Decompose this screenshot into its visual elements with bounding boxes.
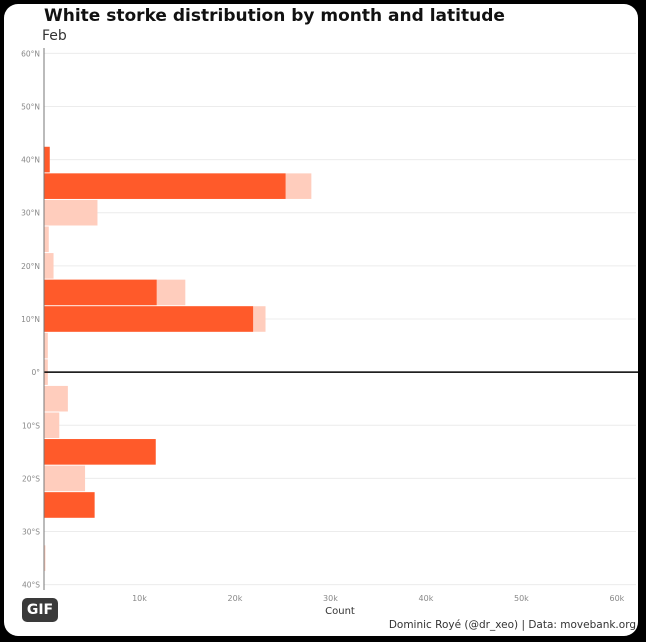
y-tick-label: 30°N — [21, 209, 40, 218]
y-tick-label: 20°S — [22, 474, 40, 483]
bar-cumulative — [44, 226, 49, 253]
y-tick-label: 0° — [31, 368, 40, 377]
y-tick-label: 50°N — [21, 102, 40, 111]
bar-current — [44, 173, 286, 199]
bar-cumulative — [44, 332, 48, 359]
y-tick-label: 10°S — [22, 421, 40, 430]
bar-current — [44, 279, 157, 306]
chart-title: White storke distribution by month and l… — [44, 6, 505, 26]
bar-current — [44, 146, 50, 173]
x-tick-label: 50k — [514, 594, 529, 603]
y-tick-label: 10°N — [21, 315, 40, 324]
x-axis-title: Count — [325, 606, 355, 617]
bar-current — [44, 439, 156, 465]
bar-cumulative — [44, 253, 54, 279]
gif-badge[interactable]: GIF — [22, 598, 58, 622]
bar-current — [44, 306, 254, 332]
bar-cumulative — [44, 199, 98, 226]
y-tick-label: 60°N — [21, 49, 40, 58]
bar-cumulative — [44, 545, 46, 571]
x-tick-label: 60k — [609, 594, 624, 603]
x-tick-label: 20k — [228, 594, 243, 603]
bar-cumulative — [44, 465, 86, 492]
month-label: Feb — [42, 28, 67, 44]
bar-cumulative — [44, 385, 68, 412]
x-tick-label: 30k — [323, 594, 338, 603]
y-tick-label: 30°S — [22, 528, 40, 537]
source-caption: Dominic Royé (@dr_xeo) | Data: movebank.… — [388, 619, 636, 631]
x-tick-label: 40k — [419, 594, 434, 603]
chart-card: White storke distribution by month and l… — [4, 4, 638, 636]
y-tick-label: 40°N — [21, 156, 40, 165]
y-tick-label: 20°N — [21, 262, 40, 271]
bar-cumulative — [44, 412, 60, 439]
bar-current — [44, 492, 95, 518]
x-tick-label: 10k — [132, 594, 147, 603]
y-tick-label: 40°S — [22, 581, 40, 590]
latitude-distribution-chart: 60°N 50°N 40°N 30°N 20°N 10°N 0° 10°S 20°S 30°S 40… — [21, 48, 638, 617]
